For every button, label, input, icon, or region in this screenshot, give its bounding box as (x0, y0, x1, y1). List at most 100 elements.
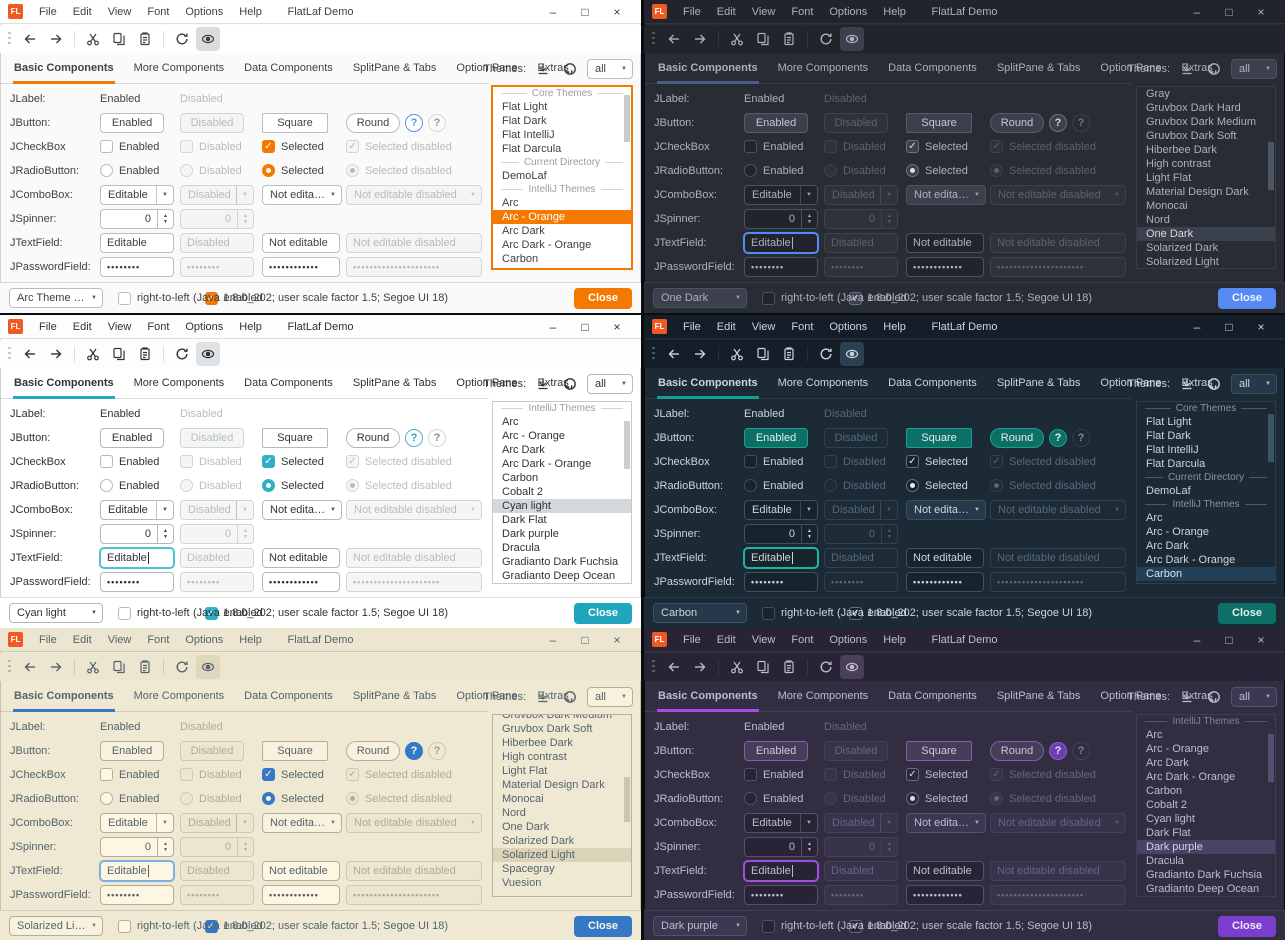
close-button[interactable]: Close (574, 287, 632, 309)
spinner-arrows-icon[interactable]: ▲ ▼ (801, 209, 817, 228)
github-link-button[interactable] (560, 374, 580, 394)
theme-list-item[interactable]: Gray (1146, 88, 1170, 100)
help-button-primary[interactable]: ? (405, 428, 423, 447)
menu-item-view[interactable]: View (751, 5, 776, 18)
scrollbar[interactable] (624, 88, 630, 267)
toolbar-grip-handle[interactable] (652, 347, 655, 361)
refresh-button[interactable] (170, 342, 194, 366)
help-button-primary[interactable]: ? (405, 113, 423, 132)
enabled-checkbox[interactable]: enabled (204, 291, 263, 305)
back-button[interactable] (662, 27, 686, 51)
menu-item-edit[interactable]: Edit (716, 5, 736, 18)
copy-button[interactable] (751, 655, 775, 679)
theme-list-item[interactable]: Cobalt 2 (502, 486, 543, 498)
menu-item-edit[interactable]: Edit (72, 5, 92, 18)
menu-item-options[interactable]: Options (185, 320, 224, 333)
radio-selected[interactable]: Selected (262, 792, 324, 805)
theme-list-item[interactable]: Vuesion (502, 877, 542, 889)
theme-list-item[interactable]: Gradianto Dark Fuchsia (502, 556, 619, 568)
right-to-left-checkbox[interactable]: right-to-left (118, 291, 190, 305)
menu-item-file[interactable]: File (39, 320, 57, 333)
theme-list-item[interactable]: Dark Flat (502, 514, 547, 526)
tab-data-components[interactable]: Data Components (888, 690, 977, 702)
copy-button[interactable] (751, 27, 775, 51)
combobox-editable[interactable]: Editable ▼ (744, 812, 818, 833)
square-button[interactable]: Square (262, 112, 328, 133)
enabled-button[interactable]: Enabled (744, 740, 808, 761)
minimize-button[interactable]: – (1193, 4, 1201, 19)
theme-list-item[interactable]: Flat Light (1146, 416, 1192, 428)
checkbox-selected[interactable]: Selected (262, 455, 324, 468)
theme-list-item[interactable]: Arc (1146, 729, 1163, 741)
github-link-button[interactable] (560, 687, 580, 707)
theme-list-item[interactable]: Solarized Dark (1146, 242, 1219, 254)
theme-list-item[interactable]: Flat Darcula (502, 143, 562, 155)
scrollbar[interactable] (624, 716, 630, 895)
github-link-button[interactable] (1204, 374, 1224, 394)
current-theme-combo[interactable]: Solarized Light ▼ (9, 916, 103, 936)
theme-list-item[interactable]: Solarized Light (1146, 256, 1219, 268)
close-window-button[interactable]: × (1257, 319, 1265, 334)
close-button[interactable]: Close (574, 915, 632, 937)
radio-selected[interactable]: Selected (262, 164, 324, 177)
minimize-button[interactable]: – (549, 4, 557, 19)
theme-list-item[interactable]: Hiberbee Dark (502, 737, 573, 749)
scrollbar-thumb[interactable] (624, 776, 630, 822)
theme-list-item[interactable]: Arc - Orange (502, 430, 565, 442)
github-link-button[interactable] (1204, 687, 1224, 707)
tab-more-components[interactable]: More Components (777, 62, 869, 74)
menu-item-file[interactable]: File (683, 320, 701, 333)
minimize-button[interactable]: – (549, 319, 557, 334)
tab-splitpane-tabs[interactable]: SplitPane & Tabs (352, 690, 437, 702)
theme-list-item[interactable]: Carbon (1146, 785, 1183, 797)
show-hidden-toggle-button[interactable] (840, 342, 864, 366)
spinner-arrows-icon[interactable]: ▲ ▼ (801, 524, 817, 543)
menu-item-edit[interactable]: Edit (716, 633, 736, 646)
menu-item-options[interactable]: Options (185, 5, 224, 18)
round-button[interactable]: Round (990, 427, 1044, 448)
radio-enabled[interactable]: Enabled (100, 479, 159, 492)
theme-list-item[interactable]: DemoLaf (1146, 485, 1191, 497)
cut-button[interactable] (81, 655, 105, 679)
theme-list-item[interactable]: Monocai (502, 793, 544, 805)
help-button-primary[interactable]: ? (1049, 113, 1067, 132)
theme-list-item[interactable]: Spacegray (502, 863, 555, 875)
toolbar-grip-handle[interactable] (8, 347, 11, 361)
square-button[interactable]: Square (262, 740, 328, 761)
download-theme-button[interactable] (1177, 374, 1197, 394)
tab-basic-components[interactable]: Basic Components (4, 377, 124, 399)
back-button[interactable] (18, 655, 42, 679)
tab-data-components[interactable]: Data Components (244, 690, 333, 702)
right-to-left-checkbox[interactable]: right-to-left (118, 606, 190, 620)
help-button-primary[interactable]: ? (405, 741, 423, 760)
radio-enabled[interactable]: Enabled (744, 164, 803, 177)
toolbar-grip-handle[interactable] (652, 32, 655, 46)
paste-button[interactable] (133, 342, 157, 366)
paste-button[interactable] (133, 27, 157, 51)
radio-enabled[interactable]: Enabled (100, 164, 159, 177)
combobox-editable[interactable]: Editable ▼ (100, 499, 174, 520)
menu-item-options[interactable]: Options (185, 633, 224, 646)
passwordfield-editable[interactable]: •••••••• (100, 571, 174, 592)
back-button[interactable] (662, 655, 686, 679)
download-theme-button[interactable] (1177, 687, 1197, 707)
theme-list-item[interactable]: Monocai (1146, 200, 1188, 212)
radio-enabled[interactable]: Enabled (744, 479, 803, 492)
refresh-button[interactable] (170, 655, 194, 679)
current-theme-combo[interactable]: Dark purple ▼ (653, 916, 747, 936)
tab-data-components[interactable]: Data Components (888, 62, 977, 74)
refresh-button[interactable] (814, 655, 838, 679)
help-button-secondary[interactable]: ? (428, 741, 446, 760)
cut-button[interactable] (725, 27, 749, 51)
textfield-editable[interactable]: Editable (100, 547, 174, 568)
combobox-not-editable[interactable]: Not editable ▼ (262, 812, 342, 833)
textfield-editable[interactable]: Editable (744, 547, 818, 568)
scrollbar[interactable] (1268, 716, 1274, 895)
theme-list-item[interactable]: One Dark (502, 821, 550, 833)
toolbar-grip-handle[interactable] (8, 32, 11, 46)
square-button[interactable]: Square (262, 427, 328, 448)
tab-more-components[interactable]: More Components (777, 690, 869, 702)
cut-button[interactable] (725, 342, 749, 366)
menu-item-file[interactable]: File (39, 633, 57, 646)
theme-list-item[interactable]: Cyan light (1146, 813, 1195, 825)
